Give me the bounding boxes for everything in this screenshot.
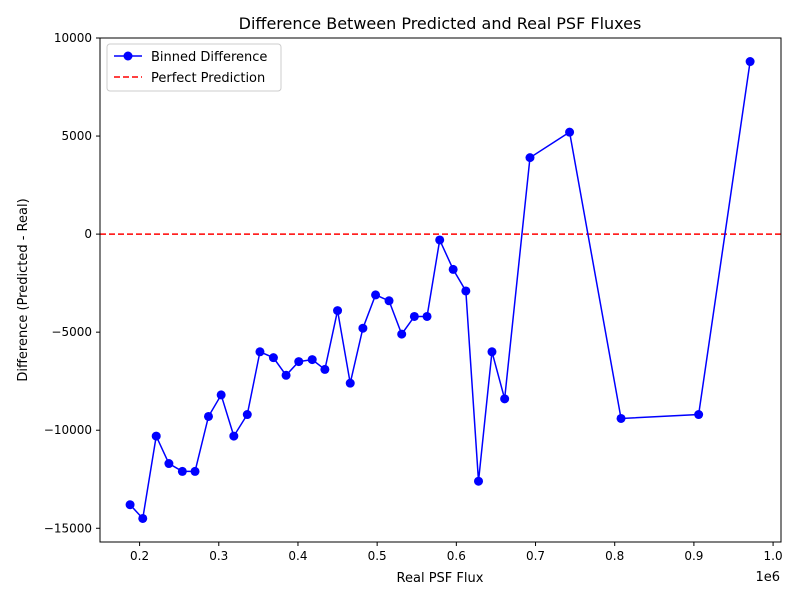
x-tick-label: 0.8 — [605, 549, 624, 563]
binned-difference-point — [422, 311, 432, 321]
binned-difference-series — [125, 57, 755, 523]
binned-difference-point — [216, 390, 226, 400]
binned-difference-point — [190, 466, 200, 476]
binned-difference-point — [371, 290, 381, 300]
binned-difference-point — [151, 431, 161, 441]
x-tick-label: 0.5 — [368, 549, 387, 563]
y-tick-label: 5000 — [61, 129, 92, 143]
y-tick-label: 10000 — [54, 31, 92, 45]
x-tick-label: 1.0 — [764, 549, 783, 563]
chart-title: Difference Between Predicted and Real PS… — [239, 14, 642, 33]
legend-label-perfect-prediction: Perfect Prediction — [151, 71, 265, 86]
binned-difference-point — [268, 353, 278, 363]
binned-difference-point — [694, 410, 704, 420]
binned-difference-point — [435, 235, 445, 245]
binned-difference-point — [745, 57, 755, 67]
binned-difference-point — [294, 357, 304, 367]
y-tick-label: 0 — [84, 227, 92, 241]
binned-difference-point — [281, 370, 291, 380]
x-tick-label: 0.4 — [288, 549, 307, 563]
x-axis-label: Real PSF Flux — [397, 571, 484, 586]
binned-difference-point — [345, 378, 355, 388]
plot-frame — [99, 37, 782, 543]
binned-difference-point — [358, 323, 368, 333]
x-tick-label: 0.9 — [684, 549, 703, 563]
binned-difference-point — [333, 306, 343, 316]
binned-difference-point — [384, 296, 394, 306]
y-tick-label: −5000 — [51, 325, 92, 339]
legend-box — [106, 43, 282, 92]
binned-difference-point — [461, 286, 471, 296]
binned-difference-point — [320, 364, 330, 374]
x-axis-ticks: 0.2 0.3 0.4 0.5 0.6 0.7 0.8 0.9 1.0 — [130, 542, 783, 563]
plot-background — [100, 38, 781, 542]
binned-difference-point — [474, 476, 484, 486]
binned-difference-point — [125, 500, 135, 510]
x-tick-label: 0.6 — [447, 549, 466, 563]
binned-difference-point — [242, 410, 252, 420]
y-tick-label: −10000 — [44, 423, 92, 437]
x-tick-label: 0.3 — [209, 549, 228, 563]
binned-difference-point — [138, 513, 148, 523]
binned-difference-point — [397, 329, 407, 339]
y-tick-label: −15000 — [44, 521, 92, 535]
binned-difference-point — [565, 127, 575, 137]
binned-difference-point — [448, 264, 458, 274]
legend-label-binned-difference: Binned Difference — [151, 50, 267, 65]
legend-marker-binned-difference — [123, 51, 133, 61]
x-axis-offset-label: 1e6 — [755, 570, 780, 585]
binned-difference-point — [203, 411, 213, 421]
binned-difference-point — [229, 431, 239, 441]
legend: Binned Difference Perfect Prediction — [106, 43, 282, 92]
y-axis-ticks: −15000 −10000 −5000 0 5000 10000 — [44, 31, 100, 535]
binned-difference-point — [307, 355, 317, 365]
binned-difference-point — [409, 311, 419, 321]
binned-difference-point — [164, 459, 174, 469]
x-tick-label: 0.2 — [130, 549, 149, 563]
x-tick-label: 0.7 — [526, 549, 545, 563]
binned-difference-point — [616, 413, 626, 423]
binned-difference-point — [487, 347, 497, 357]
binned-difference-point — [500, 394, 510, 404]
binned-difference-point — [177, 466, 187, 476]
binned-difference-point — [525, 153, 535, 163]
binned-difference-point — [255, 347, 265, 357]
y-axis-label: Difference (Predicted - Real) — [16, 198, 31, 381]
